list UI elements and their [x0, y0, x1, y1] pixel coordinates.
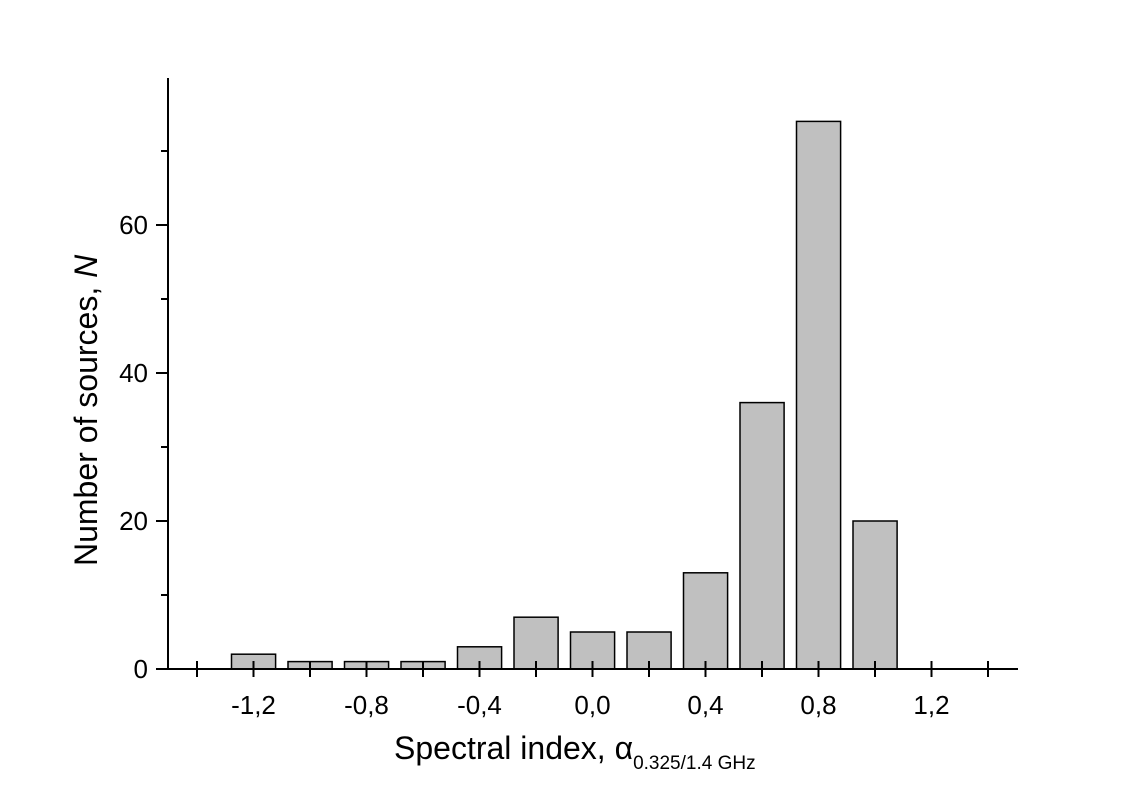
y-axis-title-main: Number of sources,	[68, 278, 104, 566]
x-axis-title: Spectral index, α0.325/1.4 GHz	[394, 730, 756, 774]
y-axis-title-italic: N	[68, 254, 104, 278]
x-tick-label: 0,8	[800, 690, 836, 720]
x-tick-label: 0,4	[687, 690, 723, 720]
bar	[852, 520, 898, 670]
bars-group	[230, 120, 898, 670]
x-ticks-group: -1,2 -0,8 -0,4 0,0 0,4 0,8 1,2	[196, 661, 989, 720]
x-axis-title-main: Spectral index, α	[394, 730, 633, 766]
x-tick-label: 1,2	[913, 690, 949, 720]
y-tick-label: 20	[119, 506, 148, 536]
x-tick-label: -0,4	[457, 690, 502, 720]
y-axis-title: Number of sources, N	[68, 254, 104, 566]
x-tick-label: -0,8	[344, 690, 389, 720]
bar	[739, 401, 785, 670]
y-tick-label: 0	[134, 654, 148, 684]
x-tick-label: 0,0	[574, 690, 610, 720]
x-tick-label: -1,2	[231, 690, 276, 720]
y-tick-label: 40	[119, 358, 148, 388]
bar	[795, 120, 842, 670]
bar	[682, 572, 729, 670]
x-axis-title-subscript: 0.325/1.4 GHz	[633, 753, 756, 774]
bar	[513, 616, 559, 670]
y-ticks-group: 0 20 40 60	[119, 150, 168, 684]
y-tick-label: 60	[119, 210, 148, 240]
